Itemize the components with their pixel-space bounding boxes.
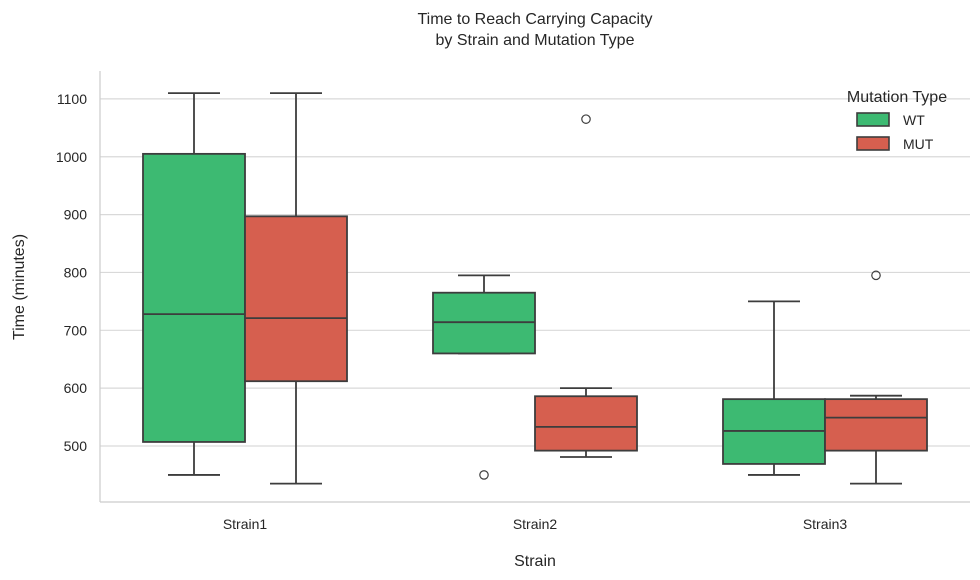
box-mut-strain1 (244, 92, 348, 485)
legend-items: WT MUT (856, 112, 934, 152)
legend-label-wt: WT (903, 112, 925, 128)
y-axis-label: Time (minutes) (11, 234, 28, 340)
y-tick-labels: 500 600 700 800 900 1000 1100 (56, 91, 87, 454)
axes (99, 71, 970, 503)
chart-title-line-2: by Strain and Mutation Type (436, 32, 635, 49)
x-axis-label: Strain (514, 553, 556, 570)
box-iqr (244, 215, 348, 383)
y-tick-label: 600 (64, 380, 88, 396)
legend-label-mut: MUT (903, 136, 934, 152)
y-tick-label: 1000 (56, 149, 87, 165)
x-tick-labels: Strain1 Strain2 Strain3 (223, 516, 848, 532)
y-tick-label: 800 (64, 264, 88, 280)
legend-swatch-wt (856, 112, 890, 127)
box-wt-strain3 (722, 300, 826, 476)
box-wt-strain1 (142, 92, 246, 476)
y-tick-label: 900 (64, 207, 88, 223)
box-iqr (142, 152, 246, 443)
y-tick-label: 500 (64, 438, 88, 454)
chart-title-line-1: Time to Reach Carrying Capacity (417, 11, 652, 28)
legend-title: Mutation Type (847, 89, 947, 106)
box-mut-strain3 (824, 270, 928, 485)
box-iqr (534, 395, 638, 452)
box-wt-strain2 (432, 274, 536, 480)
box-iqr (824, 398, 928, 452)
legend: Mutation Type WT MUT (847, 89, 947, 152)
outlier-point (871, 270, 881, 281)
outlier-point (479, 470, 489, 480)
box-plots (142, 92, 928, 485)
y-tick-label: 1100 (57, 91, 87, 107)
x-tick-label: Strain2 (513, 516, 558, 532)
x-tick-label: Strain1 (223, 516, 268, 532)
box-mut-strain2 (534, 114, 638, 458)
y-tick-label: 700 (64, 322, 88, 338)
x-tick-label: Strain3 (803, 516, 848, 532)
outlier-point (581, 114, 591, 124)
legend-swatch-mut (856, 136, 890, 151)
